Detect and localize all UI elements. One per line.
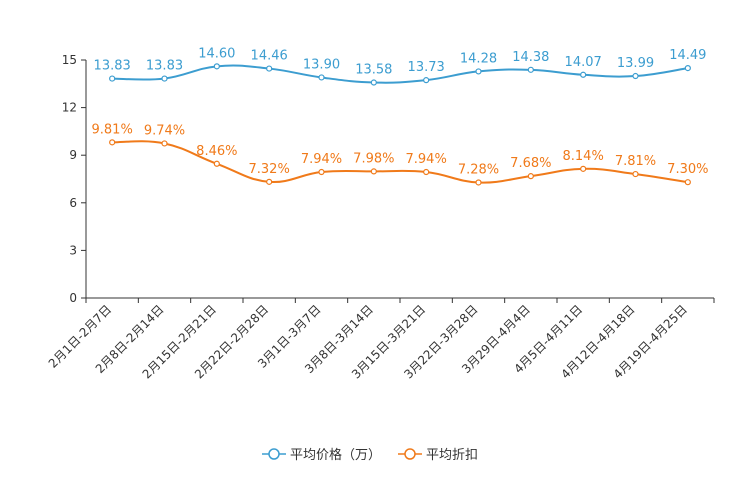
- data-point[interactable]: [370, 79, 377, 86]
- data-label: 14.28: [460, 51, 497, 66]
- data-point[interactable]: [161, 75, 168, 82]
- data-point[interactable]: [632, 170, 639, 178]
- series-line-0: [112, 64, 688, 84]
- data-point[interactable]: [266, 178, 273, 185]
- y-tick-label: 0: [69, 291, 77, 305]
- data-label: 14.38: [512, 50, 549, 65]
- data-point[interactable]: [318, 74, 325, 81]
- data-point[interactable]: [161, 140, 168, 147]
- data-label: 7.68%: [510, 156, 551, 171]
- series-layer: [109, 63, 691, 186]
- y-tick-label: 12: [62, 101, 77, 115]
- data-point[interactable]: [213, 63, 220, 70]
- legend-item-1[interactable]: 平均折扣: [398, 448, 478, 463]
- data-point[interactable]: [109, 75, 116, 82]
- data-point[interactable]: [527, 66, 534, 73]
- series-line-1: [112, 140, 688, 184]
- data-point[interactable]: [580, 165, 587, 172]
- data-label: 7.28%: [458, 162, 499, 177]
- y-axis: 0 3 6 9 12 15: [62, 53, 87, 305]
- data-label: 7.30%: [667, 162, 708, 177]
- y-tick-label: 3: [69, 243, 77, 257]
- data-label: 13.73: [408, 60, 445, 75]
- y-tick-label: 15: [62, 53, 77, 67]
- data-point[interactable]: [370, 168, 377, 175]
- data-point[interactable]: [475, 179, 482, 186]
- data-label: 14.60: [198, 46, 235, 61]
- y-tick-label: 6: [69, 196, 77, 210]
- legend-label: 平均价格（万）: [290, 447, 381, 463]
- data-point[interactable]: [475, 68, 482, 75]
- legend[interactable]: 平均价格（万） 平均折扣: [262, 447, 478, 463]
- data-label: 13.90: [303, 57, 340, 72]
- data-point[interactable]: [423, 168, 430, 176]
- data-point[interactable]: [684, 64, 691, 72]
- data-label: 7.94%: [301, 152, 342, 167]
- y-tick-label: 9: [69, 148, 77, 162]
- data-point[interactable]: [109, 139, 116, 146]
- data-label: 13.58: [355, 63, 392, 78]
- legend-item-0[interactable]: 平均价格（万）: [262, 447, 381, 463]
- data-point[interactable]: [684, 179, 691, 186]
- x-axis: 2月1日-2月7日2月8日-2月14日2月15日-2月21日2月22日-2月28…: [46, 297, 715, 382]
- data-point[interactable]: [266, 65, 273, 72]
- data-label: 14.46: [251, 49, 288, 64]
- data-point[interactable]: [423, 77, 430, 84]
- legend-label: 平均折扣: [426, 448, 478, 463]
- legend-marker-icon: [268, 448, 280, 460]
- data-point[interactable]: [318, 168, 325, 176]
- data-label: 13.83: [94, 59, 131, 74]
- data-label: 7.94%: [406, 152, 447, 167]
- data-label: 9.81%: [92, 122, 133, 137]
- data-label: 9.74%: [144, 123, 185, 138]
- legend-marker-icon: [404, 448, 416, 460]
- data-label: 14.49: [669, 48, 706, 63]
- data-label: 8.14%: [563, 149, 604, 164]
- data-label: 7.98%: [353, 151, 394, 166]
- data-label: 8.46%: [196, 144, 237, 159]
- data-label-layer: 13.83 13.83 14.60 14.46 13.90 13.58 13.73 14.28…: [92, 46, 709, 177]
- data-label: 7.81%: [615, 154, 656, 169]
- data-point[interactable]: [213, 160, 220, 167]
- data-label: 13.83: [146, 59, 183, 74]
- data-point[interactable]: [580, 71, 587, 78]
- data-point[interactable]: [632, 72, 639, 80]
- data-label: 7.32%: [249, 162, 290, 177]
- data-point[interactable]: [527, 173, 534, 180]
- data-label: 14.07: [565, 55, 602, 70]
- data-label: 13.99: [617, 56, 654, 71]
